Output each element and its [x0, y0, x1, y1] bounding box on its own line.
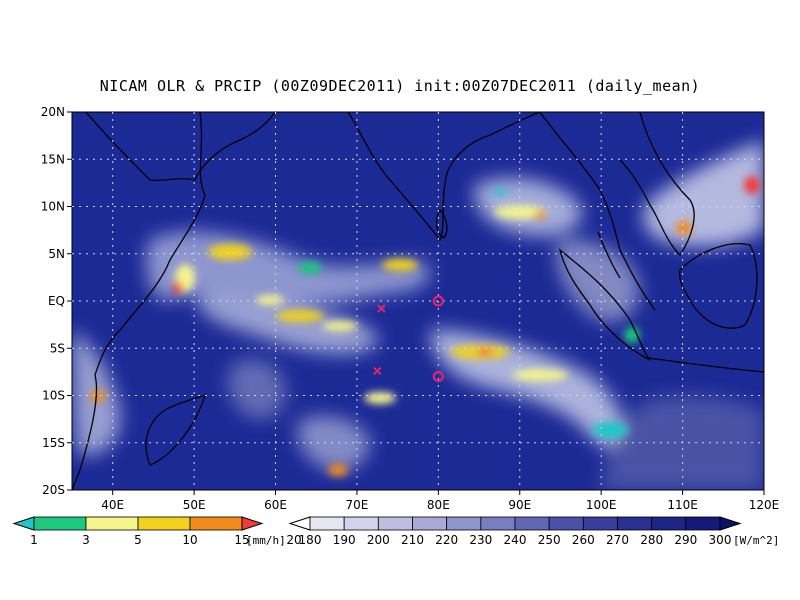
lon-tick-label: 50E [183, 498, 206, 512]
precip-colorbar: 1 3 5 10 15 20[mm/h] [12, 516, 302, 547]
precip-field [90, 176, 760, 476]
olr-colorbar-label: 190 [333, 533, 356, 547]
olr-colorbar-swatch [480, 516, 516, 531]
olr-colorbar-label: 250 [538, 533, 561, 547]
precip-colorbar-label: 20 [286, 533, 301, 547]
gridlines [72, 112, 764, 490]
olr-colorbar-label: 220 [435, 533, 458, 547]
lat-tick-label: 10N [41, 200, 65, 214]
map-title: NICAM OLR & PRCIP (00Z09DEC2011) init:00… [99, 77, 701, 95]
precip-colorbar-label: 3 [82, 533, 90, 547]
precip-colorbar-label: 10 [182, 533, 197, 547]
lon-tick-label: 100E [586, 498, 617, 512]
africa-coast [72, 112, 206, 490]
olr-colorbar-swatch [514, 516, 550, 531]
olr-colorbar-label: 180 [299, 533, 322, 547]
precip-colorbar-label: 5 [134, 533, 142, 547]
precip-colorbar-arrow-left [12, 516, 35, 531]
circle-marker [432, 371, 444, 383]
olr-colorbar-label: 230 [469, 533, 492, 547]
lat-tick-label: 10S [42, 389, 65, 403]
lat-tick-label: 5N [48, 247, 65, 261]
sri-lanka [435, 208, 448, 239]
precip-colorbar-label: 1 [30, 533, 38, 547]
olr-colorbar-label: 200 [367, 533, 390, 547]
lat-tick-label: EQ [48, 294, 65, 308]
indochina-coast [539, 112, 695, 311]
markers [373, 295, 444, 383]
precip-colorbar-swatch [189, 516, 243, 531]
java [647, 357, 764, 373]
lat-tick-label: 20N [41, 105, 65, 119]
olr-colorbar-swatch [582, 516, 618, 531]
lon-tick-label: 80E [427, 498, 450, 512]
olr-colorbar-unit: [W/m^2] [733, 534, 779, 547]
coastlines [72, 112, 764, 490]
arabia-coast [85, 112, 276, 182]
olr-colorbar-swatch [617, 516, 653, 531]
india-coast [347, 112, 541, 242]
sumatra [558, 248, 651, 361]
olr-colorbar-swatch [446, 516, 482, 531]
olr-colorbar-swatch [548, 516, 584, 531]
precip-colorbar-swatch [85, 516, 139, 531]
olr-colorbar-swatch [377, 516, 413, 531]
olr-colorbar-label: 300 [709, 533, 732, 547]
lon-tick-label: 70E [346, 498, 369, 512]
olr-colorbar-label: 270 [606, 533, 629, 547]
lat-tick-label: 5S [50, 341, 65, 355]
olr-colorbar-label: 290 [674, 533, 697, 547]
olr-colorbar-swatch [651, 516, 687, 531]
madagascar [145, 393, 206, 466]
lat-tick-label: 15N [41, 152, 65, 166]
lon-tick-label: 90E [508, 498, 531, 512]
precip-colorbar-label: 15 [234, 533, 249, 547]
axis-labels: 20N 15N 10N 5N EQ 5S 10S 15S 20S 40E 50E 60E 70E 80E 9… [41, 105, 780, 512]
olr-colorbar-arrow-left [288, 516, 311, 531]
olr-colorbar-label: 280 [640, 533, 663, 547]
precip-colorbar-arrow-right [241, 516, 264, 531]
cross-marker [373, 366, 382, 376]
lat-tick-label: 20S [42, 483, 65, 497]
olr-colorbar-label: 240 [504, 533, 527, 547]
malaysia [597, 231, 621, 279]
precip-colorbar-swatch [137, 516, 191, 531]
lat-tick-label: 15S [42, 436, 65, 450]
lon-tick-label: 60E [264, 498, 287, 512]
olr-colorbar-swatch [343, 516, 379, 531]
cross-marker [377, 304, 386, 313]
olr-colorbar-swatch [412, 516, 448, 531]
precip-colorbar-swatch [33, 516, 87, 531]
borneo [678, 243, 758, 329]
lon-tick-label: 40E [101, 498, 124, 512]
precip-colorbar-unit: [mm/h] [246, 534, 286, 547]
olr-colorbar: 180 190 200 210 220 230 240 250 260 270 280 290 300[… [288, 516, 779, 547]
circle-marker [432, 295, 444, 307]
olr-colorbar-arrow-right [719, 516, 742, 531]
olr-colorbar-swatch [309, 516, 345, 531]
olr-colorbar-swatch [685, 516, 721, 531]
olr-colorbar-label: 210 [401, 533, 424, 547]
lon-tick-label: 120E [749, 498, 780, 512]
olr-colorbar-label: 260 [572, 533, 595, 547]
lon-tick-label: 110E [667, 498, 698, 512]
